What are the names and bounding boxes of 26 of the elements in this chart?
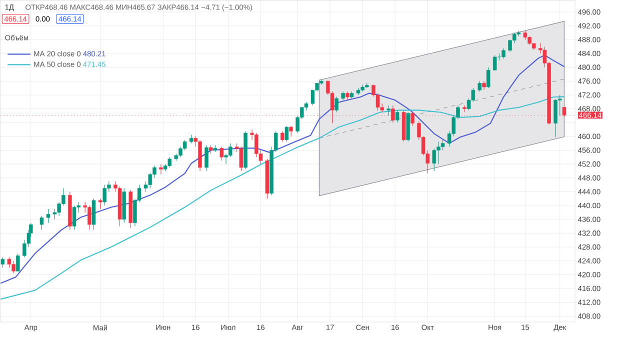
- candlestick: [391, 105, 395, 123]
- candlestick: [72, 205, 76, 230]
- candlestick: [289, 126, 293, 137]
- candlestick: [284, 126, 289, 142]
- candlestick: [334, 96, 338, 113]
- candlestick: [40, 216, 44, 230]
- candlestick: [386, 105, 390, 116]
- candlestick: [492, 54, 497, 72]
- candlestick: [0, 257, 5, 268]
- candlestick: [239, 146, 244, 172]
- candlestick: [204, 144, 208, 172]
- candlestick: [159, 164, 163, 175]
- line-series: [0, 96, 565, 300]
- candlestick: [46, 208, 50, 224]
- candlestick: [478, 80, 482, 92]
- candlestick: [228, 143, 232, 158]
- candlestick: [280, 130, 284, 142]
- candlestick: [486, 67, 490, 88]
- candlestick: [220, 146, 224, 161]
- candlestick: [482, 80, 486, 90]
- candlestick: [98, 198, 102, 210]
- candlestick: [395, 110, 400, 123]
- candlestick: [410, 112, 414, 126]
- candlestick: [16, 254, 20, 272]
- candlestick: [462, 105, 466, 113]
- candlestick: [502, 48, 506, 59]
